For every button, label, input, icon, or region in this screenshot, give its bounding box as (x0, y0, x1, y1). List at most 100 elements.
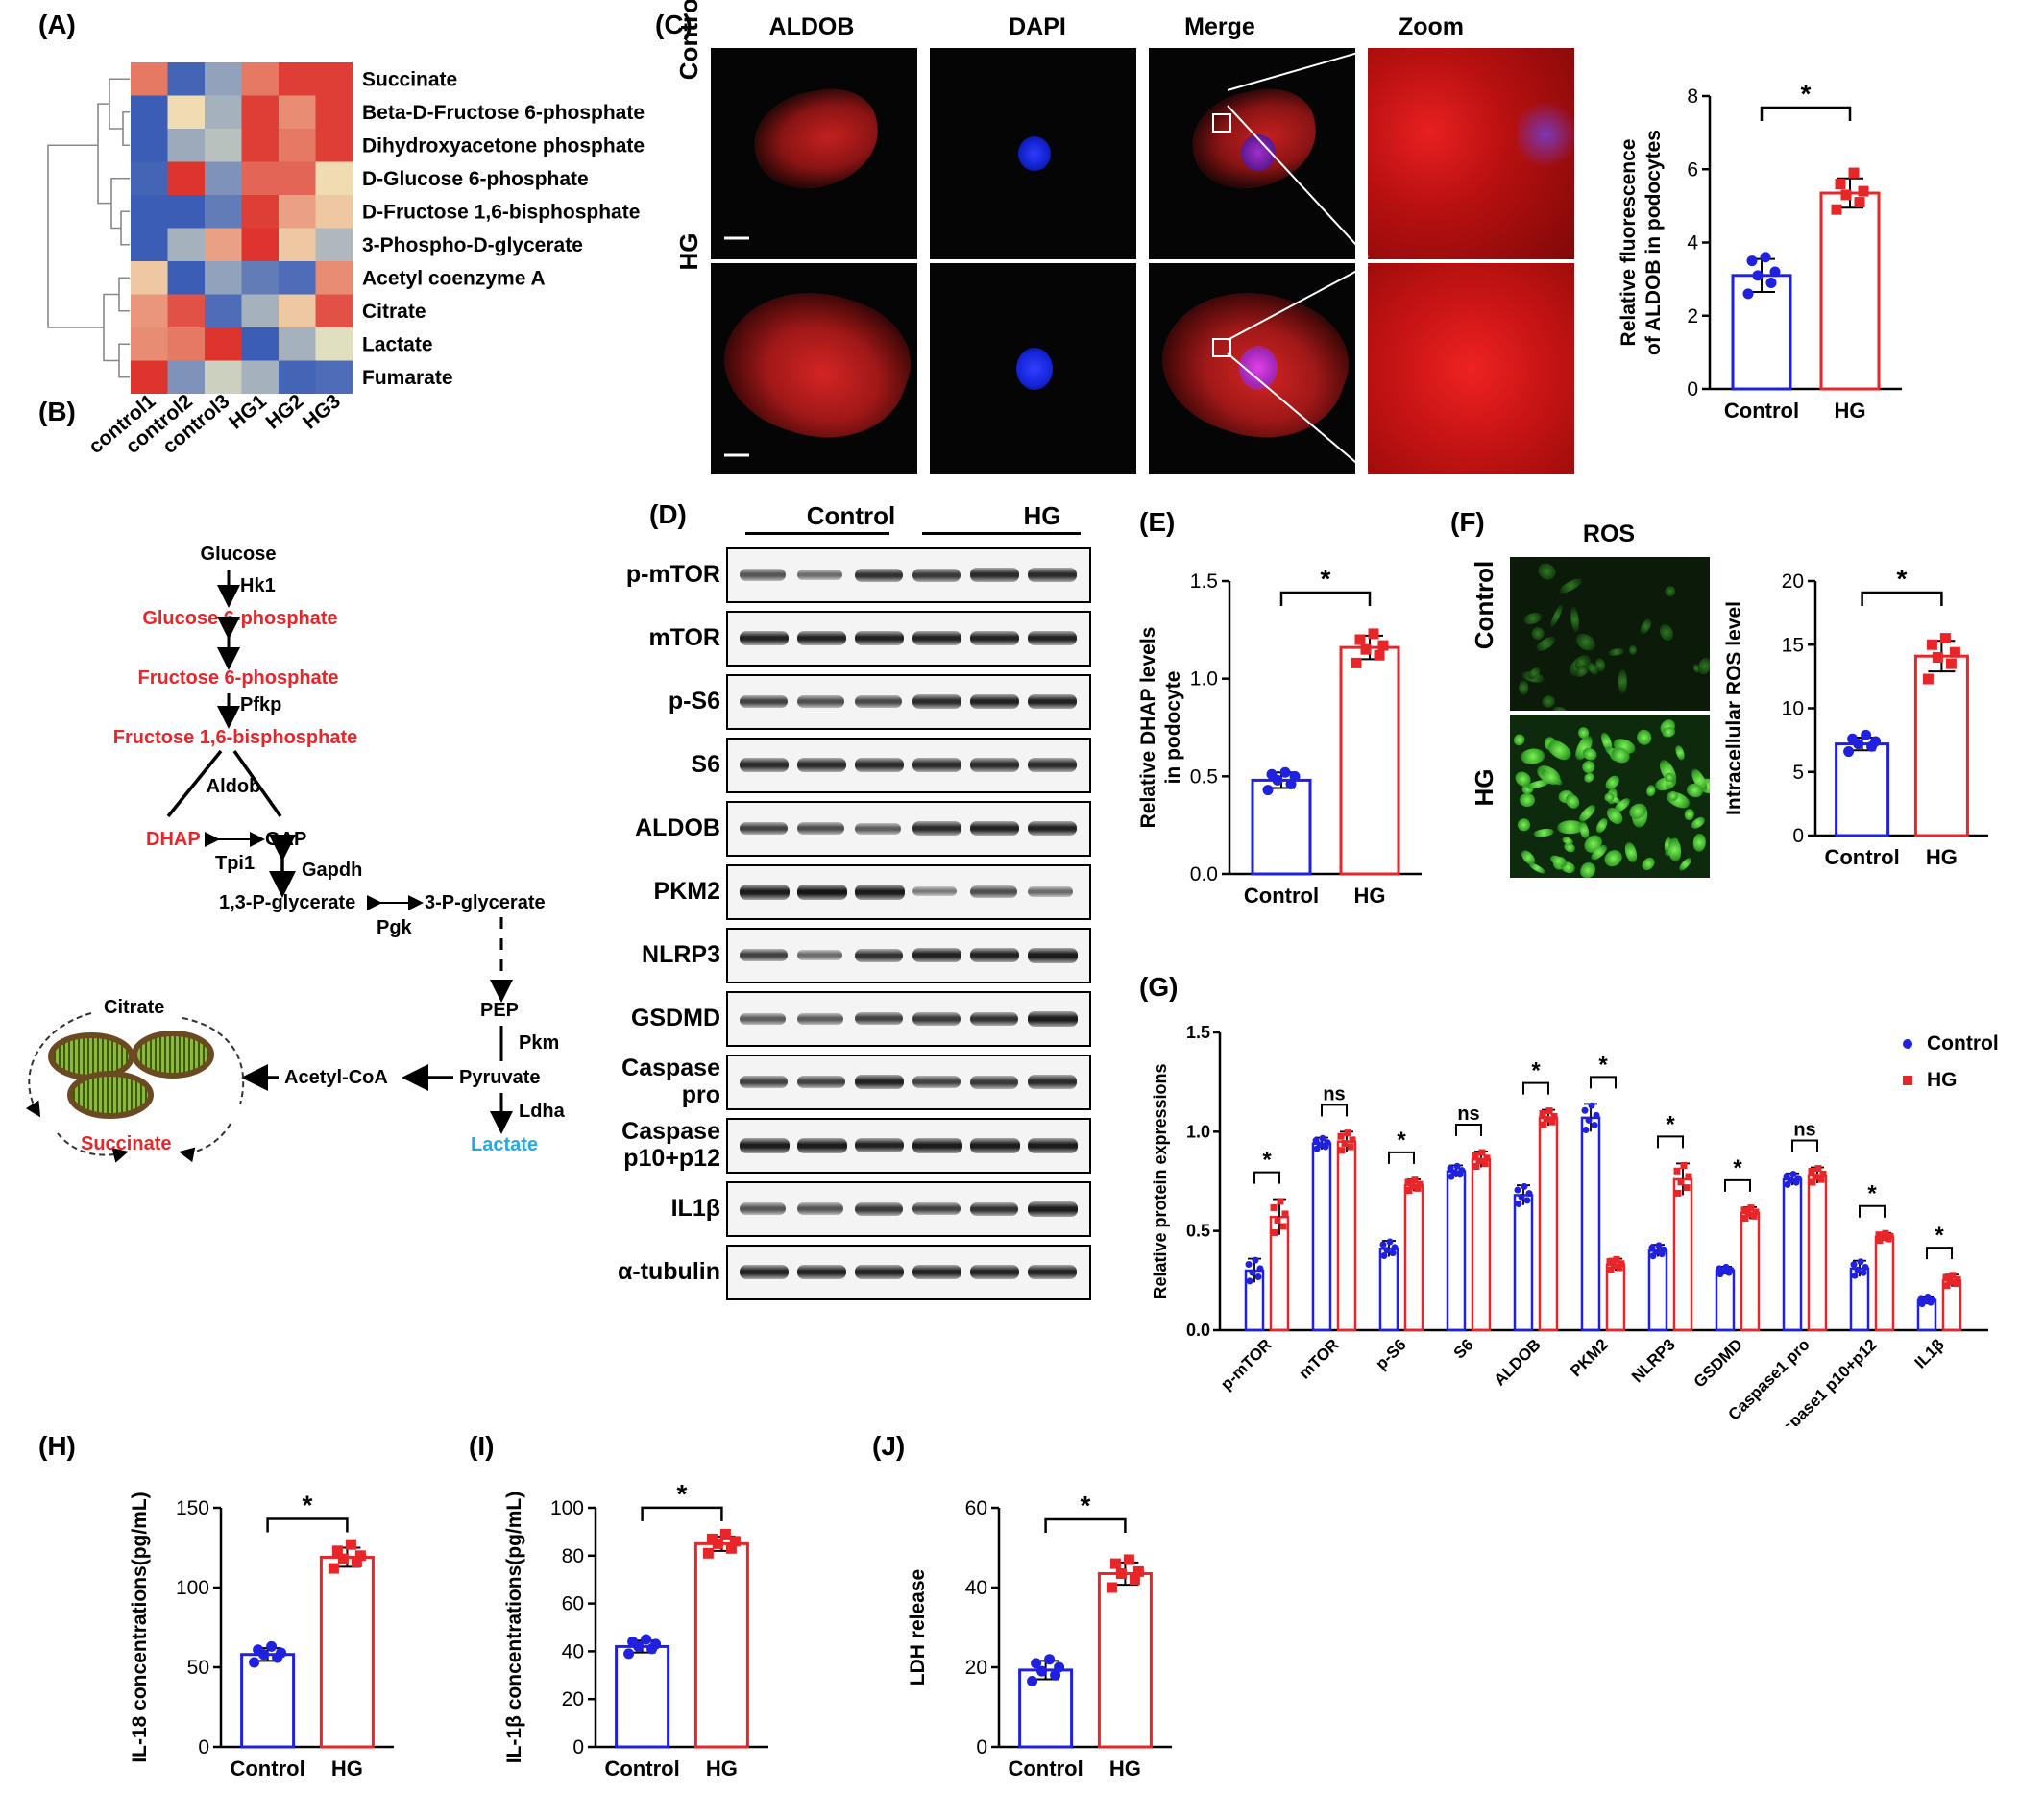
x-category-label: PKM2 (1567, 1335, 1612, 1380)
glucose-label: Glucose (201, 544, 277, 565)
significance-bracket (266, 1517, 349, 1533)
data-point (1752, 270, 1764, 281)
y-tick-label: 1.5 (1186, 1023, 1210, 1042)
heatmap-cell (131, 294, 168, 327)
blot-band (855, 631, 905, 646)
data-point (1483, 1154, 1491, 1162)
significance-marker: * (1733, 1155, 1742, 1181)
significance-bracket (1279, 591, 1372, 606)
blot-band (740, 1138, 790, 1153)
significance-bracket (1926, 1247, 1953, 1260)
ros-row-label-hg: HG (1470, 768, 1498, 807)
blot-band (797, 949, 843, 960)
blot-row-label: Caspase p10+p12 (548, 1118, 720, 1172)
blot-strip (726, 1055, 1091, 1110)
chart-f-ros-level: 0 5 10 15 20 Control HG * Intracellular ROS leve… (1723, 564, 1988, 869)
blot-band (912, 694, 961, 710)
ros-cell (1577, 860, 1599, 878)
y-tick-label: 0 (1792, 825, 1804, 847)
data-point (1716, 1265, 1723, 1273)
data-point (1337, 1132, 1345, 1140)
data-point (1344, 1129, 1351, 1137)
y-tick-label: 0 (198, 1736, 209, 1758)
panel-label-i: (I) (469, 1431, 495, 1461)
ros-cell (1526, 861, 1547, 877)
data-point (1539, 1110, 1546, 1118)
significance-star: * (303, 1491, 313, 1520)
image-merge-hg (1149, 263, 1355, 474)
blot-band (855, 1201, 903, 1216)
x-category-label: Control (604, 1757, 679, 1781)
significance-marker: * (1262, 1148, 1272, 1174)
blot-band (912, 568, 961, 582)
data-point (1843, 746, 1855, 758)
data-point (1946, 1277, 1954, 1285)
data-point (1054, 1661, 1065, 1673)
blot-strip (726, 864, 1091, 920)
data-point (1854, 197, 1865, 208)
y-axis-label: IL-1β concentrations(pg/mL) (503, 1492, 525, 1764)
g6p-label: Glucose 6-phosphate (142, 608, 337, 629)
data-point (1794, 1175, 1802, 1182)
bar (1311, 1142, 1332, 1332)
data-point (1521, 1182, 1528, 1190)
blot-band (740, 821, 788, 836)
significance-bracket (1861, 591, 1943, 606)
data-point (1478, 1149, 1486, 1156)
panel-label-a: (A) (38, 10, 76, 39)
data-point (1618, 1260, 1625, 1268)
x-category-label: HG (706, 1757, 738, 1781)
heatmap-cell (167, 195, 205, 229)
blot-strip (726, 738, 1091, 793)
data-point (1588, 1102, 1595, 1109)
heatmap-cell (131, 327, 168, 361)
blot-row-label: ALDOB (548, 814, 720, 841)
blot-band (912, 1075, 961, 1089)
y-tick-label: 100 (550, 1497, 584, 1519)
data-point (1857, 1258, 1864, 1266)
data-point (1582, 1127, 1590, 1134)
heatmap-cell (241, 62, 279, 96)
blot-row-label: IL1β (548, 1195, 720, 1222)
data-point (1886, 1232, 1894, 1240)
y-tick-label: 1.0 (1190, 668, 1218, 691)
data-point (1411, 1176, 1419, 1184)
legend-label: HG (1927, 1069, 1958, 1091)
blot-band (740, 885, 790, 900)
x-category-label: S6 (1450, 1335, 1477, 1362)
data-point (1380, 1252, 1388, 1259)
blot-band (797, 885, 847, 900)
blot-row-label-line: mTOR (648, 624, 720, 651)
ros-cell (1696, 655, 1710, 676)
succinate-label: Succinate (81, 1133, 171, 1154)
blot-strip (726, 674, 1091, 730)
heatmap-cell (279, 294, 316, 327)
data-point (1027, 1676, 1038, 1687)
significance-marker: * (1867, 1181, 1877, 1207)
ldha-label: Ldha (519, 1101, 566, 1122)
data-point (331, 1545, 343, 1557)
data-point (1249, 1269, 1256, 1276)
blot-row-label-line: p-mTOR (625, 561, 720, 588)
blot-row-label-line: NLRP3 (642, 941, 720, 968)
data-point (253, 1644, 264, 1656)
citrate-label: Citrate (104, 997, 164, 1018)
col-header-aldob: ALDOB (768, 13, 855, 40)
heatmap-cell (167, 161, 205, 195)
data-point (1673, 1167, 1681, 1175)
bar (694, 1541, 749, 1749)
data-point (1338, 1147, 1346, 1154)
data-point (1814, 1165, 1822, 1173)
data-point (1379, 1241, 1387, 1249)
data-point (1783, 1173, 1790, 1180)
significance-marker: ns (1323, 1083, 1345, 1104)
significance-bracket (1657, 1135, 1684, 1149)
legend-label: Control (1927, 1032, 1999, 1055)
data-point (1926, 639, 1937, 650)
ros-cell (1515, 816, 1532, 833)
y-tick-label: 40 (562, 1640, 584, 1662)
data-point (1036, 1665, 1048, 1677)
heatmap-cell (205, 195, 242, 229)
data-point (1945, 658, 1957, 669)
heatmap-cell (279, 129, 316, 162)
